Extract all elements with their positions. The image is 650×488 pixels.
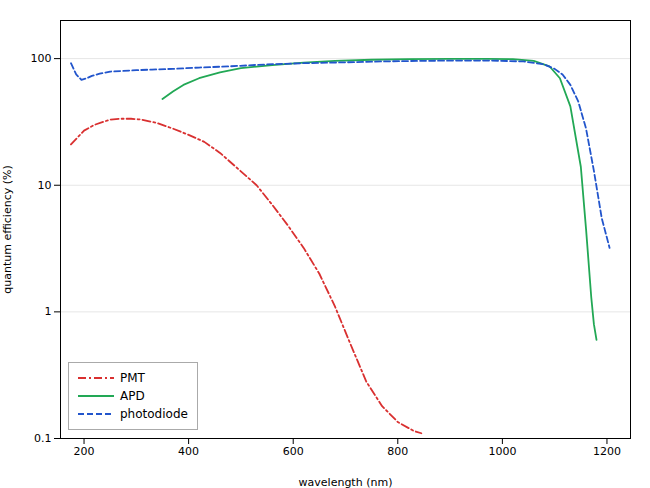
svg-text:200: 200: [74, 445, 95, 458]
svg-text:10: 10: [38, 179, 52, 192]
svg-text:400: 400: [178, 445, 199, 458]
svg-text:600: 600: [283, 445, 304, 458]
svg-text:100: 100: [31, 52, 52, 65]
html-text:APD: APD: [120, 389, 145, 403]
svg-text:1: 1: [45, 305, 52, 318]
html-text:PMT: PMT: [120, 371, 145, 385]
svg-text:1000: 1000: [488, 445, 516, 458]
svg-text:quantum efficiency (%): quantum efficiency (%): [1, 165, 14, 294]
svg-text:0.1: 0.1: [34, 432, 52, 445]
html-text:photodiode: photodiode: [120, 407, 188, 421]
svg-text:800: 800: [387, 445, 408, 458]
svg-text:wavelength (nm): wavelength (nm): [299, 476, 393, 488]
svg-text:1200: 1200: [593, 445, 621, 458]
